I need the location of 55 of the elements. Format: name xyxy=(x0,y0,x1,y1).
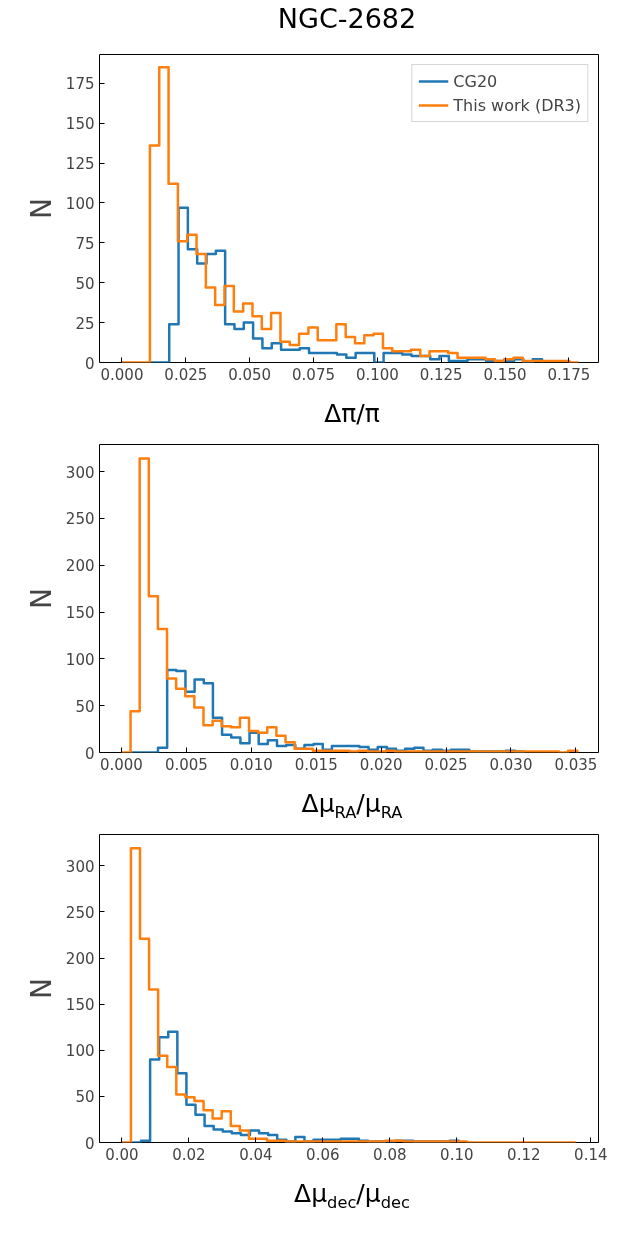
x-tick-label: 0.125 xyxy=(419,365,463,384)
y-tick-label: 300 xyxy=(65,463,95,482)
x-axis-title: Δπ/π xyxy=(323,398,381,430)
y-tick-label: 150 xyxy=(65,996,95,1015)
x-tick-label: 0.000 xyxy=(100,365,144,384)
y-tick-label: 100 xyxy=(65,650,95,669)
x-tick-label: 0.14 xyxy=(574,1145,608,1164)
x-tick-label: 0.08 xyxy=(373,1145,407,1164)
x-tick-label: 0.020 xyxy=(359,755,403,774)
y-tick-label: 0 xyxy=(84,354,95,373)
y-tick-label: 300 xyxy=(65,857,95,876)
x-tick-label: 0.04 xyxy=(239,1145,273,1164)
y-tick-label: 200 xyxy=(65,557,95,576)
x-tick-label: 0.10 xyxy=(440,1145,474,1164)
x-tick-label: 0.150 xyxy=(483,365,527,384)
y-tick-label: 50 xyxy=(75,274,95,293)
y-tick-label: 0 xyxy=(84,744,95,763)
y-axis-title: N xyxy=(24,978,58,999)
x-axis-title: Δμ$_{dec}$/μ$_{dec}$ xyxy=(293,1178,411,1214)
x-tick-label: 0.100 xyxy=(355,365,399,384)
y-tick-label: 125 xyxy=(65,155,95,174)
y-tick-label: 100 xyxy=(65,194,95,213)
x-tick-label: 0.02 xyxy=(172,1145,206,1164)
y-tick-label: 150 xyxy=(65,604,95,623)
x-tick-label: 0.00 xyxy=(105,1145,139,1164)
x-tick-label: 0.005 xyxy=(164,755,208,774)
x-tick-label: 0.06 xyxy=(306,1145,340,1164)
y-axis-title: N xyxy=(24,198,58,219)
y-tick-label: 75 xyxy=(75,234,95,253)
x-tick-label: 0.025 xyxy=(164,365,208,384)
x-tick-label: 0.015 xyxy=(294,755,338,774)
chart-title: NGC-2682 xyxy=(276,2,418,36)
y-tick-label: 0 xyxy=(84,1134,95,1153)
x-tick-label: 0.035 xyxy=(554,755,598,774)
x-tick-label: 0.175 xyxy=(547,365,591,384)
x-tick-label: 0.12 xyxy=(507,1145,541,1164)
x-tick-label: 0.000 xyxy=(99,755,143,774)
y-tick-label: 50 xyxy=(75,697,95,716)
x-tick-label: 0.030 xyxy=(489,755,533,774)
y-tick-label: 150 xyxy=(65,115,95,134)
legend-label: This work (DR3) xyxy=(453,95,581,115)
y-tick-label: 100 xyxy=(65,1042,95,1061)
y-tick-label: 25 xyxy=(75,314,95,333)
y-tick-label: 175 xyxy=(65,75,95,94)
y-tick-label: 200 xyxy=(65,950,95,969)
x-tick-label: 0.025 xyxy=(424,755,468,774)
y-tick-label: 250 xyxy=(65,903,95,922)
x-axis-title: Δμ$_{RA}$/μ$_{RA}$ xyxy=(300,788,404,824)
x-tick-label: 0.050 xyxy=(228,365,272,384)
x-tick-label: 0.010 xyxy=(229,755,273,774)
y-tick-label: 250 xyxy=(65,510,95,529)
x-tick-label: 0.075 xyxy=(292,365,335,384)
y-axis-title: N xyxy=(24,588,58,609)
legend-label: CG20 xyxy=(453,71,498,91)
y-tick-label: 50 xyxy=(75,1088,95,1107)
